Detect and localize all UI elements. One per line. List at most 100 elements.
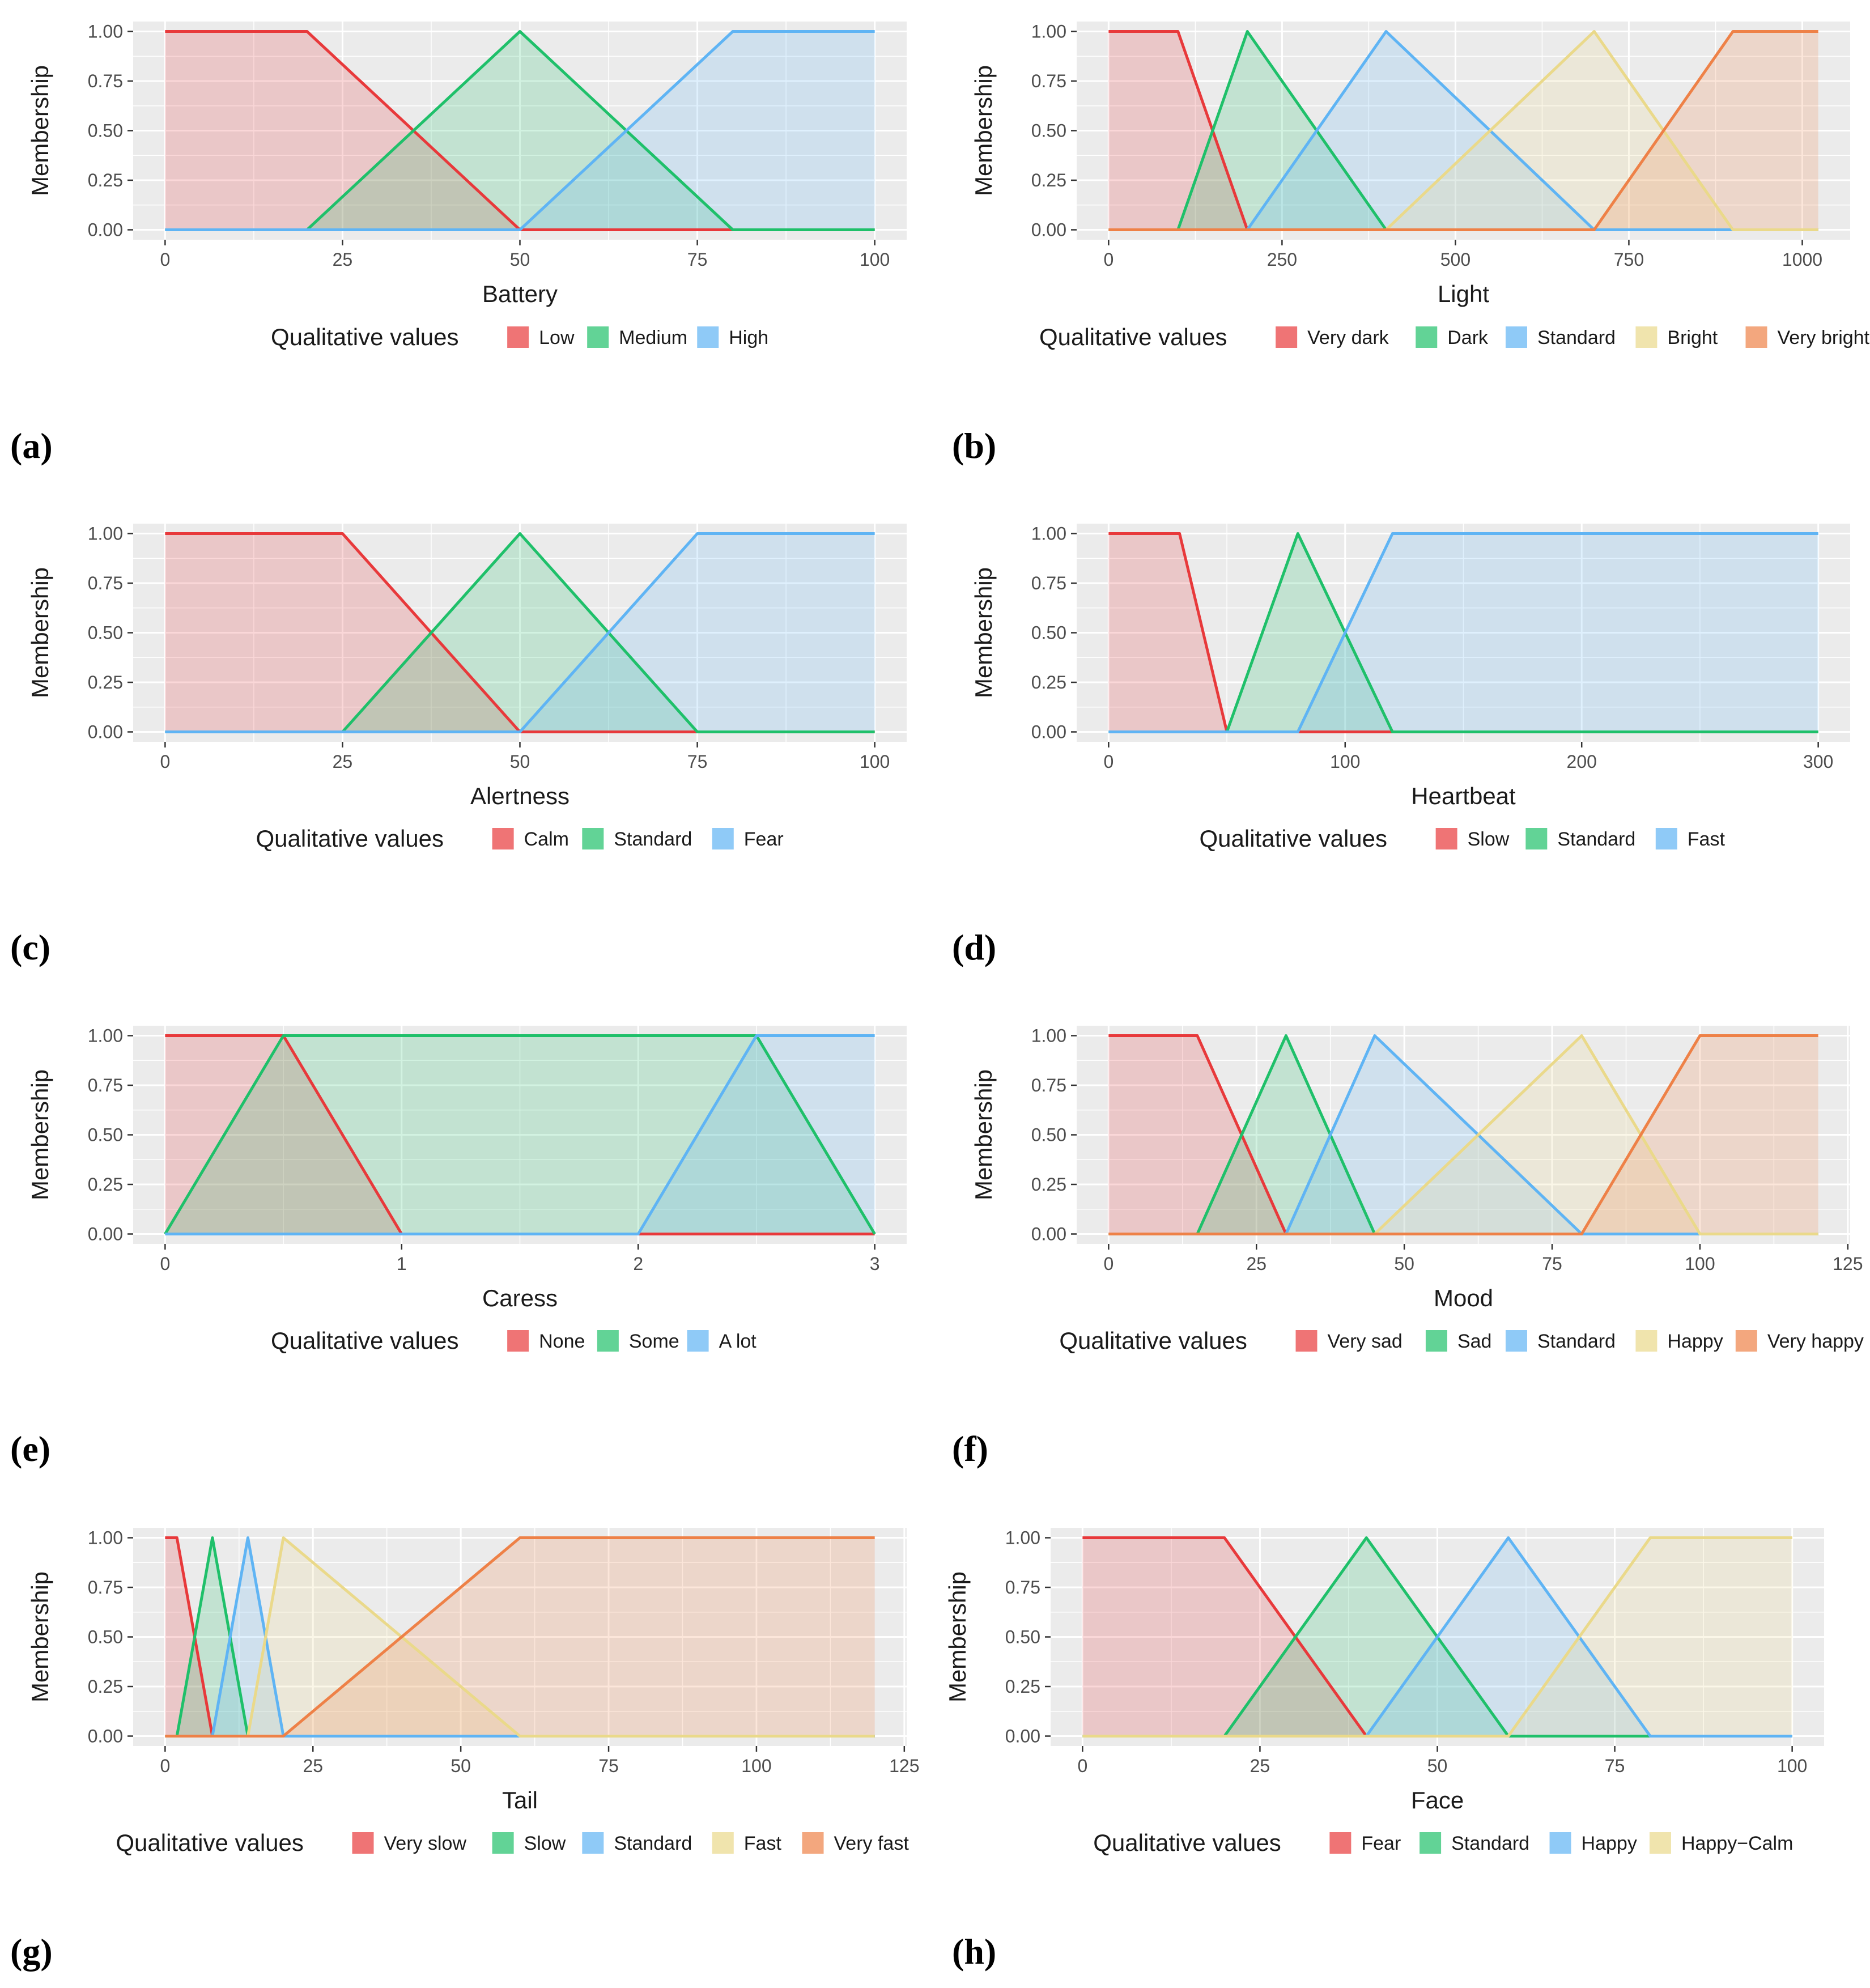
y-axis-title: Membership (27, 65, 53, 196)
legend-label: Happy−Calm (1681, 1833, 1793, 1854)
x-tick-label: 0 (1077, 1756, 1087, 1776)
panel-label: (h) (952, 1931, 996, 1972)
legend: Qualitative values Very slow Slow Standard F… (116, 1829, 909, 1856)
x-axis-title: Alertness (470, 783, 570, 809)
legend-key (1525, 828, 1548, 849)
x-axis-title: Light (1438, 281, 1489, 307)
y-tick-label: 0.75 (88, 1577, 123, 1598)
legend-title: Qualitative values (256, 825, 444, 852)
area-fear (165, 533, 875, 732)
y-tick-label: 0.50 (1031, 1125, 1066, 1145)
line-happy-calm (1082, 1536, 1792, 1738)
legend-label: Sad (1457, 1331, 1492, 1352)
legend-label: Very bright (1778, 327, 1870, 349)
y-tick-label: 0.25 (88, 672, 123, 693)
legend-key (507, 326, 529, 348)
legend-title: Qualitative values (271, 324, 459, 350)
legend: Qualitative values Very sad Sad Standard Hap… (1059, 1327, 1864, 1354)
legend-key (1735, 1330, 1757, 1352)
y-axis-title: Membership (970, 1069, 997, 1200)
y-tick-label: 1.00 (1031, 524, 1066, 544)
x-tick-label: 250 (1267, 249, 1297, 270)
y-tick-label: 0.75 (1031, 71, 1066, 91)
panel-label: (e) (10, 1429, 50, 1469)
chart-panel-2: 0 250 500 750 1000 0.00 0.25 0.50 0.75 1.00 Light M… (952, 22, 1870, 466)
legend-label: Standard (1537, 327, 1616, 349)
panel-label: (b) (952, 426, 996, 466)
legend-label: Low (539, 327, 575, 349)
area-bright (1108, 31, 1818, 230)
area-slow (1108, 533, 1818, 732)
panel-label: (a) (10, 426, 53, 466)
area-very-happy (1108, 1035, 1818, 1234)
y-tick-label: 0.00 (88, 722, 123, 742)
y-axis-title: Membership (970, 567, 997, 698)
legend-title: Qualitative values (116, 1829, 304, 1856)
legend-label: Fear (744, 829, 784, 850)
y-tick-label: 1.00 (1031, 1026, 1066, 1046)
area-standard (1108, 1035, 1818, 1234)
y-axis-title: Membership (27, 1571, 53, 1702)
x-tick-label: 0 (1103, 751, 1114, 772)
area-slow (165, 1537, 875, 1736)
x-tick-label: 0 (160, 751, 170, 772)
y-tick-label: 0.50 (1005, 1627, 1040, 1647)
area-very-sad (1108, 1035, 1818, 1234)
area-low (165, 31, 875, 230)
y-tick-label: 0.25 (1031, 672, 1066, 693)
y-axis-title: Membership (944, 1571, 971, 1702)
y-tick-label: 0.50 (1031, 121, 1066, 141)
line-a-lot (165, 1034, 875, 1235)
legend-key (597, 1330, 619, 1352)
x-tick-label: 0 (160, 1254, 170, 1274)
x-tick-label: 25 (1246, 1254, 1266, 1274)
legend-label: Fast (744, 1833, 782, 1854)
y-axis-title: Membership (27, 567, 53, 698)
legend-label: Very sad (1328, 1331, 1402, 1352)
x-tick-label: 100 (741, 1756, 771, 1776)
legend-label: Fast (1688, 829, 1726, 850)
chart-panel-7: 0 25 50 75 100 125 0.00 0.25 0.50 0.75 1.00 Tail Mem… (10, 1528, 920, 1972)
x-tick-label: 300 (1803, 751, 1833, 772)
x-tick-label: 200 (1567, 751, 1597, 772)
legend-key (1635, 326, 1658, 348)
x-tick-label: 100 (860, 751, 890, 772)
legend: Qualitative values Fear Standard Happy Happy… (1093, 1829, 1793, 1856)
x-tick-label: 75 (598, 1756, 619, 1776)
line-some (164, 1034, 876, 1235)
legend-key (1295, 1330, 1318, 1352)
x-tick-label: 100 (1685, 1254, 1715, 1274)
legend-label: Some (629, 1331, 679, 1352)
area-high (165, 31, 875, 230)
y-tick-label: 0.00 (1031, 722, 1066, 742)
x-tick-label: 3 (870, 1254, 880, 1274)
area-very-fast (165, 1537, 875, 1736)
x-tick-label: 0 (1103, 1254, 1114, 1274)
y-tick-label: 0.50 (88, 121, 123, 141)
legend-label: Slow (1468, 829, 1510, 850)
chart-panel-8: 0 25 50 75 100 0.00 0.25 0.50 0.75 1.00 Face Member… (944, 1528, 1824, 1972)
area-a-lot (165, 1035, 875, 1234)
panel-label: (d) (952, 927, 996, 967)
legend-label: Standard (1537, 1331, 1616, 1352)
area-dark (1108, 31, 1818, 230)
y-axis-title: Membership (970, 65, 997, 196)
legend-title: Qualitative values (271, 1327, 459, 1354)
legend-label: Very dark (1307, 327, 1389, 349)
legend-key (1505, 326, 1527, 348)
area-happy (1108, 1035, 1818, 1234)
legend-label: Happy (1582, 1833, 1637, 1854)
line-very-bright (1108, 30, 1818, 231)
legend-key (712, 1832, 734, 1854)
y-tick-label: 0.25 (88, 1676, 123, 1697)
y-tick-label: 1.00 (88, 1528, 123, 1548)
x-tick-label: 100 (860, 249, 890, 270)
y-tick-label: 0.25 (88, 1174, 123, 1195)
x-tick-label: 1000 (1782, 249, 1822, 270)
y-tick-label: 0.25 (1005, 1676, 1040, 1697)
legend: Qualitative values None Some A lot (271, 1327, 756, 1354)
legend-key (687, 1330, 709, 1352)
legend-title: Qualitative values (1200, 825, 1388, 852)
legend-label: Dark (1447, 327, 1489, 349)
area-fast (1108, 533, 1818, 732)
